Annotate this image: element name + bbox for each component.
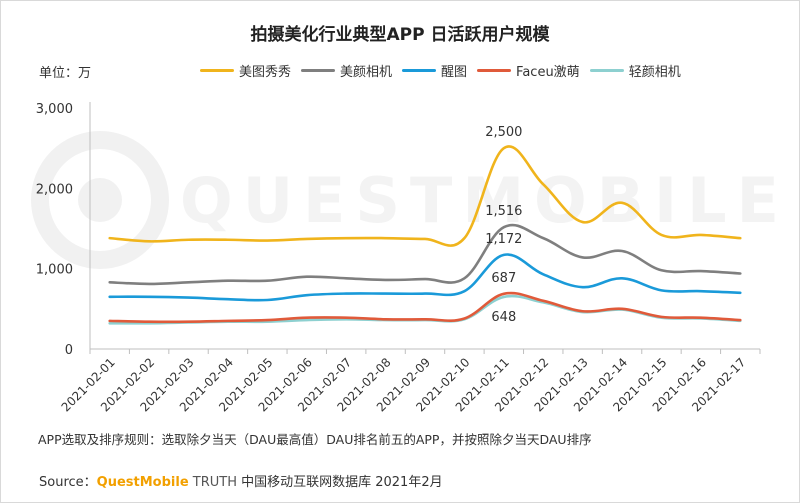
source-brand: QuestMobile [96,475,189,490]
legend-swatch [301,69,336,72]
source-line: Source：QuestMobile TRUTH 中国移动互联网数据库 2021… [39,471,443,490]
source-prefix: Source： [39,475,97,490]
watermark: QUESTMOBILE [31,131,789,269]
selection-rule-note: APP选取及排序规则：选取除夕当天（DAU最高值）DAU排名前五的APP，并按照… [38,432,592,447]
legend-item: 醒图 [402,61,467,80]
legend-label: Faceu激萌 [516,65,580,80]
legend-swatch [477,69,512,72]
y-tick-label: 2,000 [36,182,73,197]
chart-title: 拍摄美化行业典型APP 日活跃用户规模 [250,25,550,45]
series-line-Faceu激萌 [108,291,742,324]
data-label: 648 [491,310,516,325]
source-rest: 中国移动互联网数据库 2021年2月 [236,475,443,490]
chart-legend: 美图秀秀 美颜相机 醒图 Faceu激萌 轻颜相机 [200,61,691,80]
series-line-醒图 [108,253,742,302]
legend-item: 美颜相机 [301,61,392,80]
legend-label: 轻颜相机 [628,65,681,80]
watermark-logo-dot [78,178,122,222]
legend-label: 美图秀秀 [239,65,292,80]
data-label: 687 [491,271,516,286]
legend-swatch [200,69,234,72]
data-label: 2,500 [485,125,522,140]
legend-item: 美图秀秀 [200,61,291,80]
legend-swatch [589,69,624,72]
chart-data-labels: 2,500 1,516 1,172 687 648 [485,125,522,325]
y-tick-label: 1,000 [36,263,73,278]
y-tick-label: 0 [65,343,73,358]
legend-label: 醒图 [441,65,468,80]
legend-item: Faceu激萌 [477,61,580,80]
data-label: 1,172 [485,232,522,247]
y-tick-label: 3,000 [36,102,73,117]
watermark-text: QUESTMOBILE [180,164,789,237]
unit-label: 单位：万 [39,66,92,81]
chart-series [108,145,742,325]
data-label: 1,516 [485,204,522,219]
series-line-美颜相机 [108,223,742,286]
legend-label: 美颜相机 [340,65,393,80]
legend-swatch [402,69,437,72]
legend-item: 轻颜相机 [589,61,681,80]
watermark-logo-ring [31,131,169,269]
source-brand-suffix: TRUTH [188,475,237,490]
series-line-美图秀秀 [108,145,742,247]
